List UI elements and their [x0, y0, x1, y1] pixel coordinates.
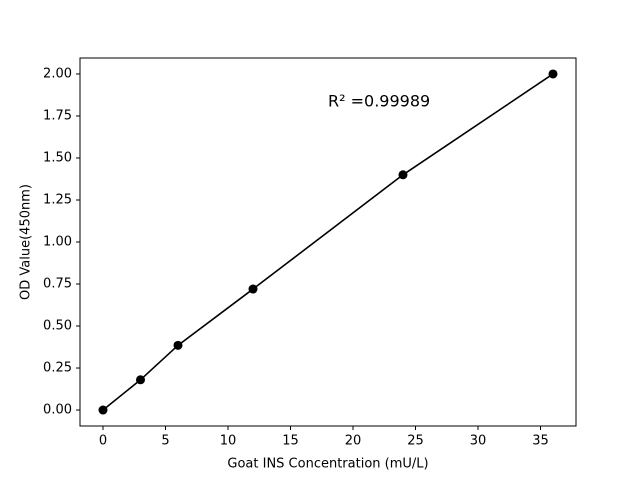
data-point — [136, 375, 145, 385]
annotation: R² =0.99989 — [328, 92, 430, 111]
x-tick-label: 20 — [345, 434, 362, 449]
y-tick-label: 0.00 — [43, 403, 72, 418]
x-tick-label: 5 — [161, 434, 169, 449]
fit-line — [102, 73, 554, 411]
x-tick-label: 35 — [532, 434, 549, 449]
x-axis-label: Goat INS Concentration (mU/L) — [227, 457, 428, 472]
x-tick-label: 15 — [282, 434, 299, 449]
plot-frame — [79, 57, 577, 427]
y-tick-label: 1.25 — [43, 192, 72, 207]
y-tick-label: 0.50 — [43, 319, 72, 334]
data-point — [173, 340, 183, 350]
data-point — [98, 405, 108, 415]
y-tick-label: 1.00 — [43, 235, 72, 250]
y-axis-label: OD Value(450nm) — [19, 184, 34, 300]
y-tick-label: 1.75 — [43, 108, 72, 123]
y-tick-label: 1.50 — [43, 150, 72, 165]
x-tick-label: 25 — [407, 434, 424, 449]
data-point — [398, 170, 408, 180]
x-tick-label: 0 — [99, 434, 107, 449]
y-tick-label: 2.00 — [43, 66, 72, 81]
y-tick-label: 0.25 — [43, 361, 72, 376]
data-point — [548, 69, 558, 79]
y-tick-label: 0.75 — [43, 277, 72, 292]
data-point — [248, 284, 258, 294]
x-tick-label: 10 — [220, 434, 237, 449]
x-tick-label: 30 — [470, 434, 487, 449]
